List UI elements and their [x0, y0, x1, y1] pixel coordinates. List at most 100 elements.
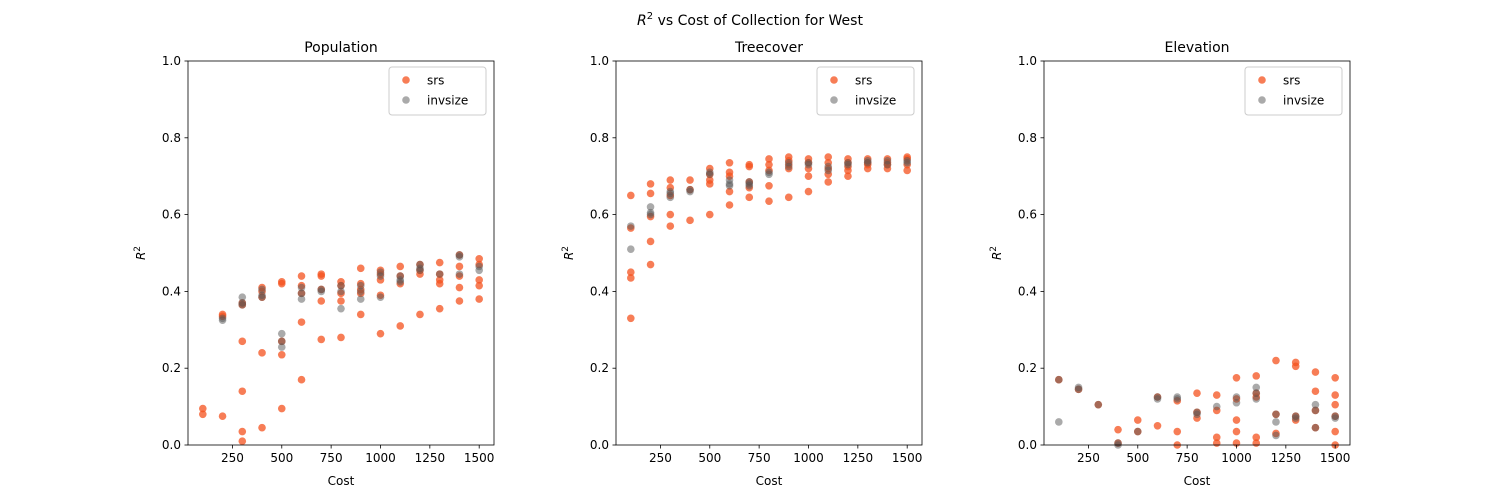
treecover-srs-point [844, 166, 852, 175]
elevation-srs-point [1133, 416, 1142, 424]
population-axes-frame [187, 60, 495, 446]
population-x-tick-label: 500 [270, 451, 293, 465]
treecover-srs-point [824, 153, 833, 161]
population-invsize-point [258, 285, 266, 294]
treecover-invsize-point [686, 187, 694, 196]
elevation-srs-point [1311, 368, 1320, 376]
elevation-invsize-point [1094, 400, 1103, 409]
population-srs-point [337, 333, 345, 342]
population-srs-point [455, 283, 464, 292]
treecover-axes-frame [615, 60, 923, 446]
elevation-srs-point [1173, 427, 1182, 436]
population-srs-point [317, 272, 326, 280]
treecover-srs-point [705, 210, 714, 219]
population-y-tick-label: 0.8 [162, 131, 181, 145]
elevation-srs-point [1212, 433, 1221, 442]
population-srs-point [376, 329, 385, 338]
elevation-srs-point [1331, 391, 1339, 399]
treecover-y-tick-label: 0.8 [590, 131, 609, 145]
elevation-y-axis-label: R2 [989, 246, 1004, 260]
population-panel: Population 250 500 750 1000 1250 1500 0.0 0.2 0.4… [133, 40, 494, 488]
elevation-x-tick-label: 1250 [1271, 451, 1302, 465]
population-srs-point [238, 337, 247, 346]
population-invsize-point [317, 287, 326, 296]
treecover-invsize-point [705, 170, 714, 179]
population-legend-label-invsize: invsize [427, 94, 468, 108]
elevation-srs-point [1331, 427, 1339, 436]
population-y-tick-label: 0.2 [162, 361, 181, 375]
population-srs-point [218, 412, 227, 421]
population-invsize-point [277, 343, 286, 351]
elevation-y-tick-label: 0.4 [1018, 284, 1037, 298]
treecover-x-tick-label: 750 [748, 451, 771, 465]
population-invsize-point [297, 295, 306, 303]
treecover-invsize-point [745, 182, 754, 190]
treecover-srs-point [666, 222, 675, 230]
population-srs-point [396, 322, 405, 330]
elevation-legend: srs invsize [1244, 66, 1343, 116]
treecover-x-tick-label: 1000 [793, 451, 824, 465]
population-invsize-point [218, 316, 227, 325]
elevation-srs-point [1212, 391, 1221, 399]
population-x-tick-label: 1250 [415, 451, 446, 465]
elevation-x-tick-label: 1000 [1221, 451, 1252, 465]
elevation-invsize-point [1272, 431, 1280, 440]
population-srs-point [356, 310, 365, 319]
treecover-invsize-point [883, 160, 892, 169]
population-invsize-point [435, 270, 444, 278]
elevation-legend-box [1244, 66, 1343, 116]
treecover-srs-point [844, 172, 852, 180]
elevation-y-tick-label: 0.2 [1018, 361, 1037, 375]
population-srs-point [238, 437, 247, 445]
population-x-tick-label: 1500 [464, 451, 495, 465]
population-srs-point [258, 423, 266, 432]
population-srs-point [396, 262, 405, 271]
population-legend-label-srs: srs [427, 74, 444, 88]
population-legend: srs invsize [388, 66, 487, 116]
treecover-title: Treecover [734, 40, 803, 56]
elevation-invsize-point [1272, 410, 1280, 419]
treecover-srs-point [863, 164, 872, 173]
population-x-axis-label: Cost [328, 474, 355, 488]
population-srs-point [258, 349, 266, 357]
population-y-tick-label: 0.0 [162, 438, 181, 452]
population-srs-point [475, 295, 483, 303]
treecover-srs-point [824, 178, 833, 186]
population-invsize-point [475, 266, 483, 275]
treecover-srs-point [765, 160, 773, 169]
treecover-y-tick-label: 0.2 [590, 361, 609, 375]
population-y-tick-label: 0.4 [162, 284, 181, 298]
population-srs-point [277, 404, 286, 413]
population-srs-point [277, 350, 286, 359]
elevation-srs-point [1252, 372, 1261, 380]
population-invsize-point [356, 295, 365, 303]
population-srs-point [475, 276, 483, 284]
elevation-invsize-point [1212, 402, 1221, 411]
elevation-legend-label-srs: srs [1283, 74, 1300, 88]
treecover-x-tick-label: 1250 [843, 451, 874, 465]
elevation-srs-point [1331, 400, 1339, 409]
treecover-srs-point [627, 274, 635, 282]
population-invsize-point [297, 283, 306, 292]
treecover-srs-point [804, 172, 813, 180]
population-srs-point [475, 254, 483, 263]
treecover-invsize-point [725, 182, 734, 190]
population-invsize-point [356, 281, 365, 290]
population-srs-point [475, 281, 483, 290]
elevation-invsize-point [1232, 398, 1241, 407]
population-srs-point [277, 279, 286, 288]
treecover-srs-point [725, 201, 734, 209]
population-invsize-point [356, 287, 365, 296]
elevation-srs-point [1153, 422, 1162, 430]
elevation-x-tick-label: 1500 [1320, 451, 1351, 465]
treecover-legend-label-invsize: invsize [855, 94, 896, 108]
treecover-invsize-point [627, 245, 635, 253]
treecover-x-axis-label: Cost [756, 474, 783, 488]
elevation-y-tick-label: 0.0 [1018, 438, 1037, 452]
figure-suptitle: R2 vs Cost of Collection for West [637, 11, 863, 29]
treecover-invsize-point [824, 166, 833, 175]
population-series-srs [199, 251, 483, 445]
elevation-invsize-point [1055, 375, 1063, 384]
population-srs-point [337, 297, 345, 305]
population-srs-point [455, 262, 464, 271]
